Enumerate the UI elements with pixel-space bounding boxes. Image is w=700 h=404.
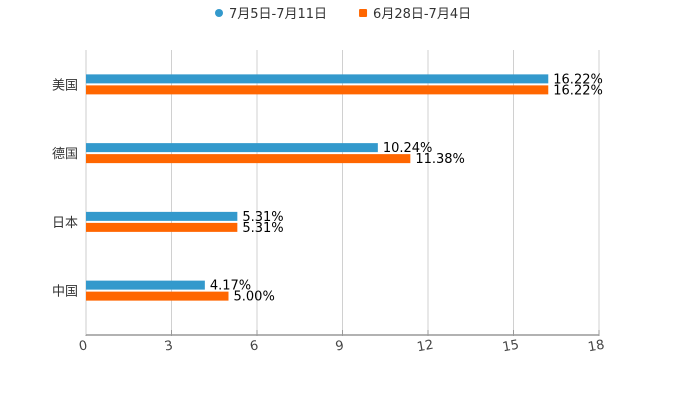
y-tick-label: 中国 <box>52 285 78 300</box>
legend-label: 7月5日-7月11日 <box>229 7 327 22</box>
data-label: 5.31% <box>242 221 283 236</box>
bar <box>86 154 411 164</box>
legend-marker <box>359 9 368 17</box>
legend-label: 6月28日-7月4日 <box>373 7 471 22</box>
data-label: 4.17% <box>210 279 251 294</box>
data-label: 5.00% <box>234 290 275 305</box>
bar <box>86 143 378 153</box>
x-tick-label: 0 <box>78 338 89 354</box>
x-tick-label: 9 <box>334 338 345 354</box>
x-tick-label: 15 <box>501 338 520 356</box>
x-tick-label: 6 <box>249 338 260 354</box>
legend-marker <box>215 9 223 17</box>
y-tick-label: 德国 <box>52 147 78 162</box>
y-tick-label: 美国 <box>52 78 78 93</box>
x-tick-label: 3 <box>163 338 174 354</box>
bar <box>86 291 229 301</box>
x-tick-label: 18 <box>587 338 606 356</box>
data-label: 16.22% <box>553 72 603 87</box>
bar <box>86 74 549 84</box>
x-tick-label: 12 <box>416 338 435 356</box>
data-label: 5.31% <box>242 210 283 225</box>
bar <box>86 280 205 290</box>
bar <box>86 222 238 232</box>
data-label: 11.38% <box>415 152 465 167</box>
bar <box>86 211 238 221</box>
y-tick-label: 日本 <box>52 216 78 231</box>
data-label: 16.22% <box>553 83 603 98</box>
data-label: 10.24% <box>383 141 433 156</box>
bar <box>86 85 549 95</box>
